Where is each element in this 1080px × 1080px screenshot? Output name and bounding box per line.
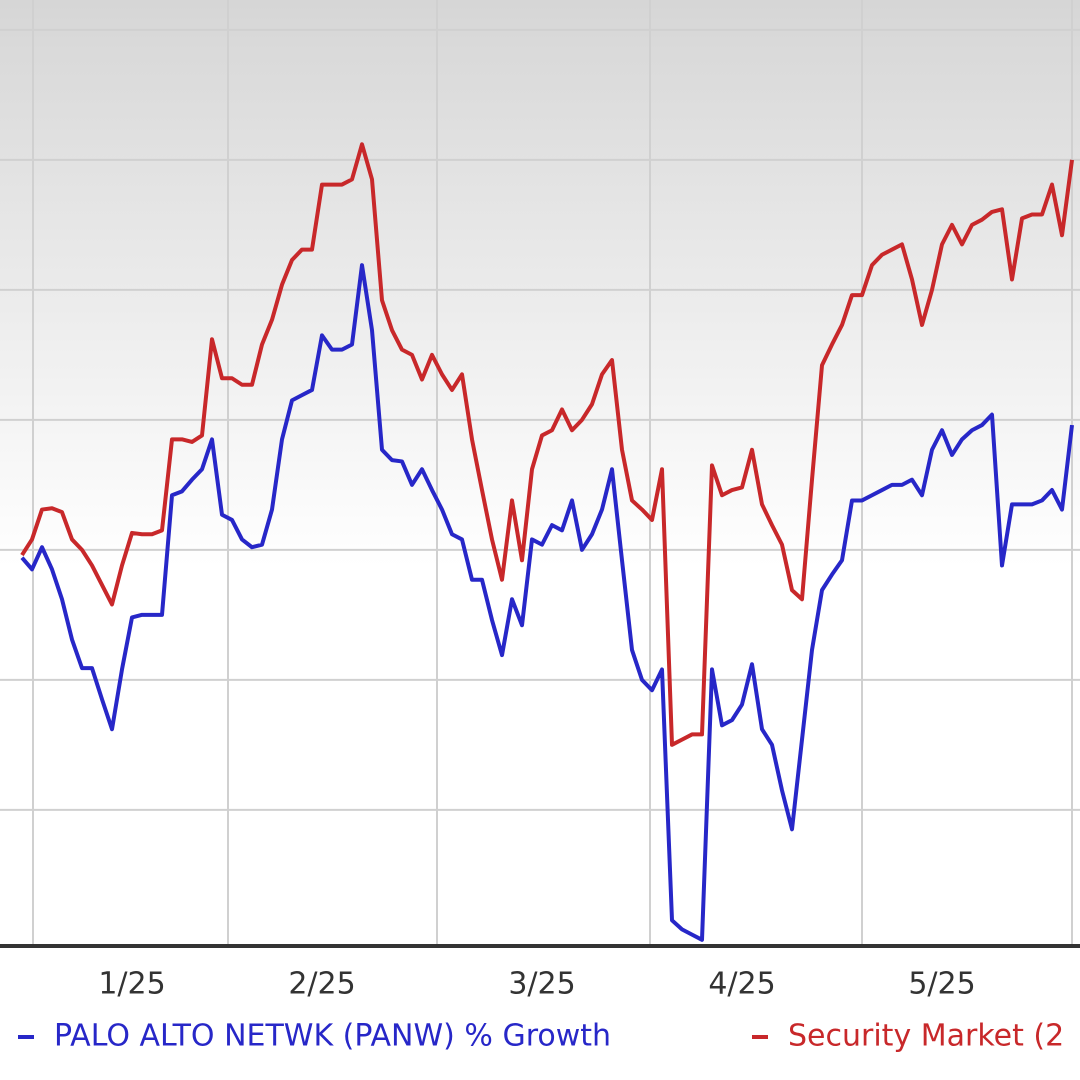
legend-label: PALO ALTO NETWK (PANW) % Growth <box>54 1019 611 1054</box>
series-line <box>20 263 1074 942</box>
legend-label: Security Market (2 <box>788 1019 1064 1054</box>
series-line <box>20 142 1074 747</box>
x-tick-label: 1/25 <box>98 967 165 1002</box>
plot-background <box>0 0 1080 945</box>
x-tick-label: 3/25 <box>508 967 575 1002</box>
x-tick-label: 5/25 <box>908 967 975 1002</box>
vertical-grid <box>32 0 1073 945</box>
x-tick-label: 4/25 <box>708 967 775 1002</box>
x-tick-label: 2/25 <box>288 967 355 1002</box>
